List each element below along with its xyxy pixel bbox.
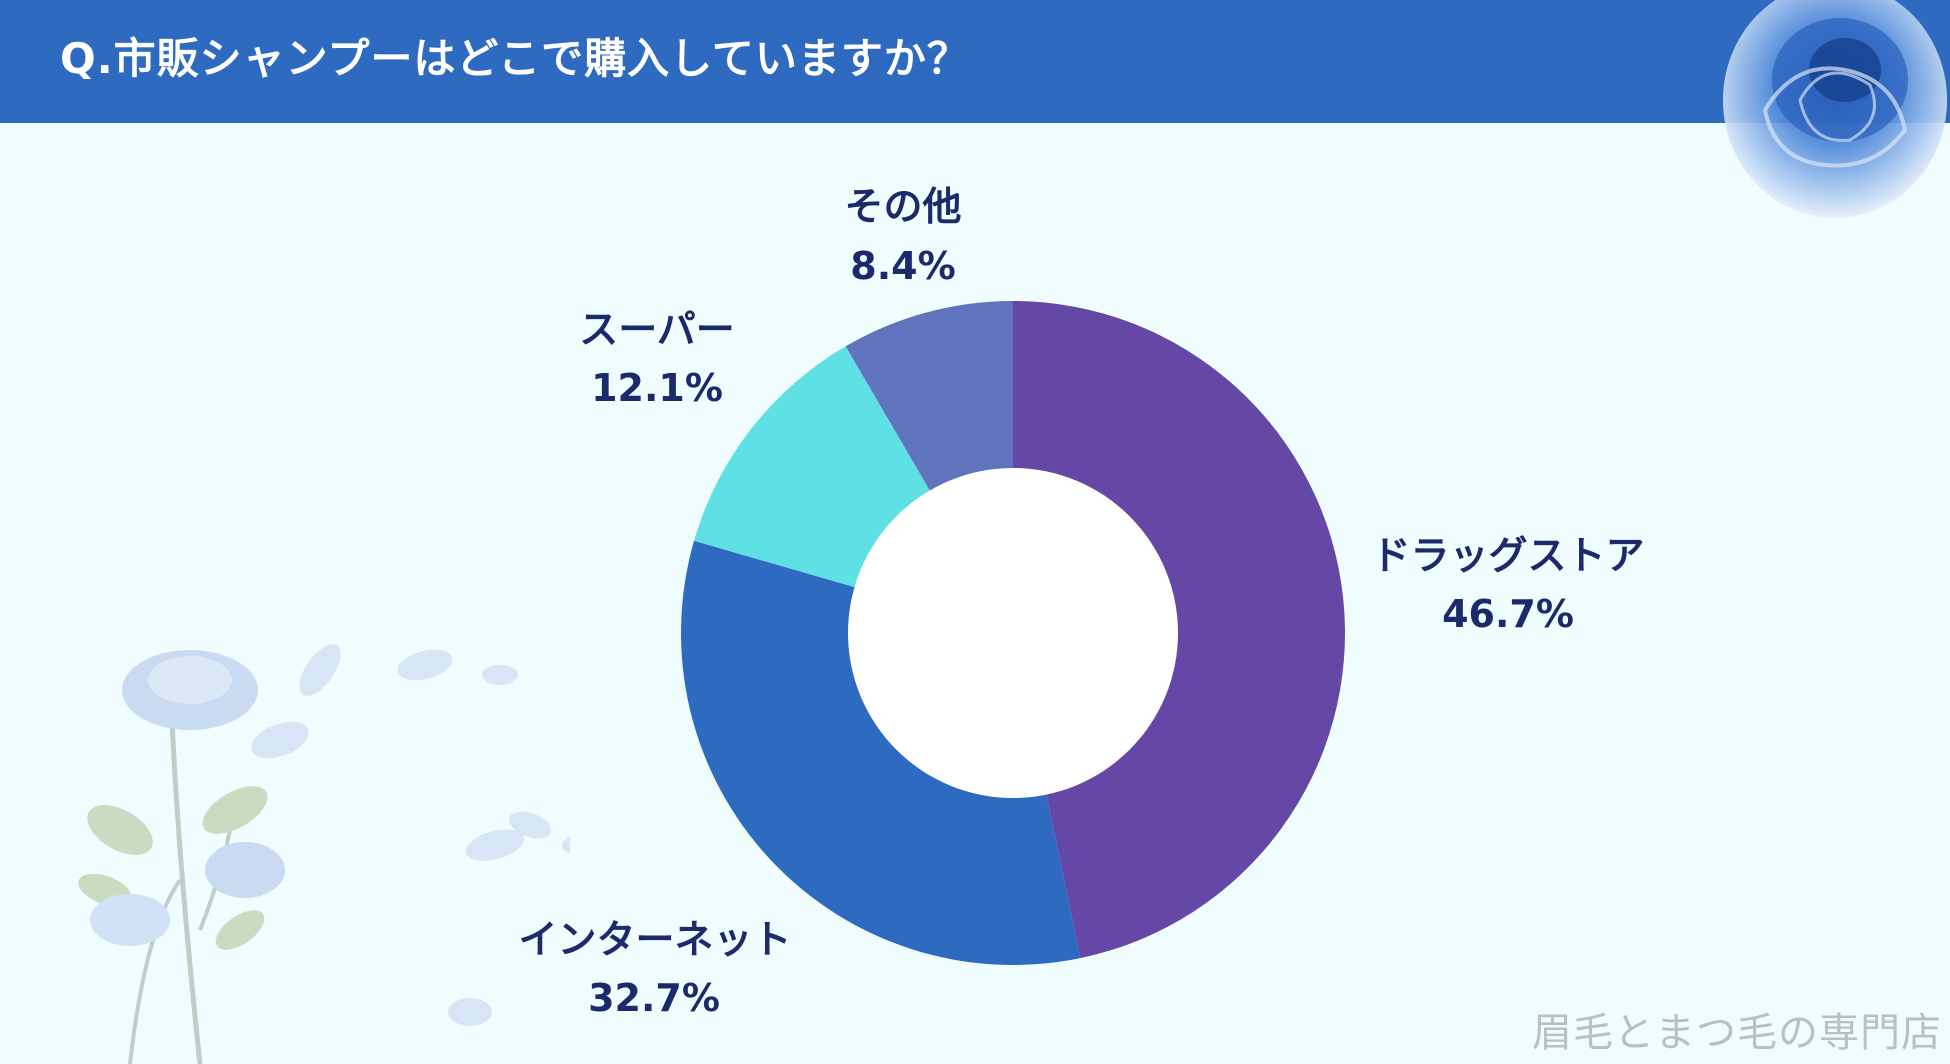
chart-title: Q.市販シャンプーはどこで購入していますか？ [60, 34, 970, 83]
slice-drugstore [1013, 301, 1345, 959]
slice-value-internet: 32.7% [588, 976, 720, 1020]
slice-label-supermarket: スーパー [579, 308, 735, 353]
rose-decoration-top-right [1723, 0, 1947, 218]
watermark: 眉毛とまつ毛の専門店 [1532, 1010, 1942, 1056]
slice-label-drugstore: ドラッグストア [1371, 534, 1644, 579]
rose-decoration-bottom-left [78, 644, 570, 1064]
slice-value-drugstore: 46.7% [1442, 592, 1574, 636]
slice-label-other: その他 [844, 185, 961, 230]
slice-value-other: 8.4% [850, 244, 955, 288]
donut-hole [848, 468, 1178, 798]
slice-label-internet: インターネット [518, 918, 791, 963]
slice-value-supermarket: 12.1% [591, 366, 723, 410]
title-banner: Q.市販シャンプーはどこで購入していますか？ [0, 0, 1950, 123]
